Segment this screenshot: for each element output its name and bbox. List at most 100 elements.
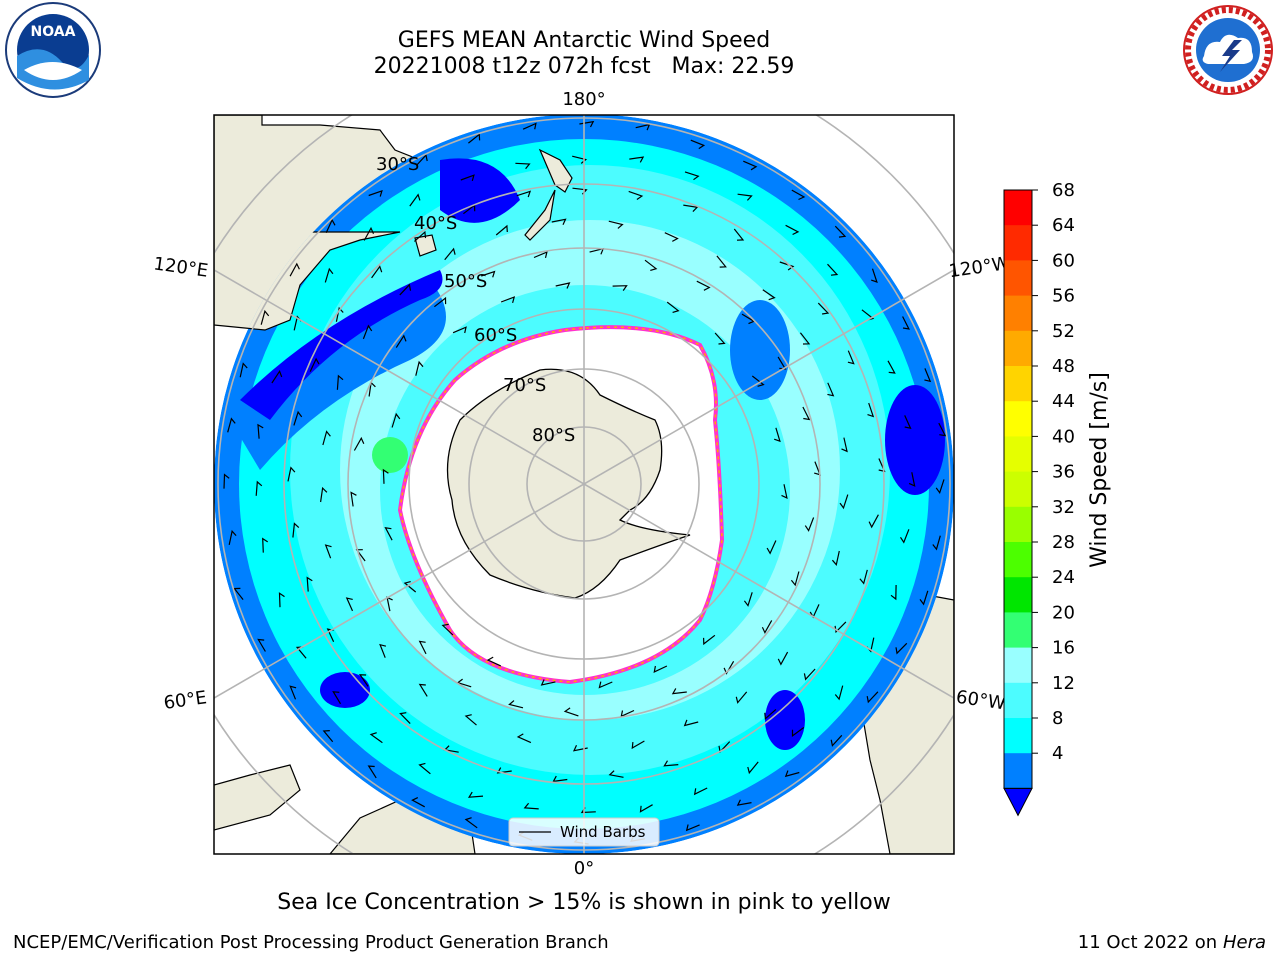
colorbar-tick-label: 28 bbox=[1052, 532, 1075, 553]
colorbar-label: Wind Speed [m/s] bbox=[1087, 372, 1112, 568]
wind-barb bbox=[932, 535, 941, 551]
lat-label-80s: 80°S bbox=[532, 425, 575, 446]
wind-barb bbox=[612, 285, 628, 291]
wind-barb bbox=[533, 251, 548, 259]
wind-barb bbox=[716, 255, 727, 268]
wind-barb bbox=[464, 817, 478, 829]
wind-barb bbox=[779, 261, 795, 271]
wind-barb bbox=[802, 406, 811, 421]
wind-barb bbox=[324, 544, 332, 559]
lon-label-120e: 120°E bbox=[152, 253, 209, 281]
wind-barb bbox=[644, 259, 658, 271]
wind-barb bbox=[434, 296, 447, 308]
wind-barb bbox=[409, 193, 421, 207]
wind-barb bbox=[743, 592, 753, 607]
wind-barb bbox=[345, 597, 354, 612]
wind-barb bbox=[399, 712, 411, 725]
wind-barb bbox=[777, 356, 787, 370]
colorbar-swatch bbox=[1004, 436, 1032, 473]
wind-barb bbox=[781, 484, 788, 499]
wind-barb bbox=[255, 480, 263, 496]
wind-barb bbox=[919, 590, 929, 606]
wind-barb bbox=[271, 369, 283, 384]
wind-barb bbox=[803, 668, 816, 681]
wind-barb bbox=[306, 576, 313, 592]
wind-barb bbox=[751, 375, 765, 387]
wind-barb bbox=[859, 569, 868, 585]
wind-barb bbox=[358, 674, 369, 687]
colorbar-swatch bbox=[1004, 260, 1032, 297]
wind-barb bbox=[371, 265, 383, 279]
wind-barb bbox=[369, 732, 383, 744]
lat-label-70s: 70°S bbox=[503, 375, 546, 396]
wind-barb bbox=[871, 268, 878, 283]
wind-barb bbox=[839, 494, 849, 510]
wind-barb bbox=[495, 224, 508, 236]
wind-barb bbox=[908, 472, 916, 487]
wind-barb bbox=[785, 224, 800, 236]
generation-date: 11 Oct 2022 on Hera bbox=[1078, 932, 1266, 953]
wind-barb bbox=[663, 760, 679, 767]
colorbar-tick-label: 12 bbox=[1052, 673, 1075, 694]
wind-barb bbox=[628, 190, 644, 200]
colorbar-tick-label: 68 bbox=[1052, 180, 1075, 201]
wind-barb bbox=[817, 302, 830, 315]
colorbar-frame bbox=[1003, 189, 1033, 789]
wind-barb bbox=[683, 719, 699, 727]
wind-barb bbox=[799, 332, 811, 345]
wind-barb bbox=[233, 587, 244, 600]
colorbar-tick-label: 32 bbox=[1052, 497, 1075, 518]
lon-label-180: 180° bbox=[562, 89, 605, 110]
wind-barb bbox=[540, 679, 556, 686]
colorbar-swatch bbox=[1004, 471, 1032, 508]
wind-barb bbox=[935, 479, 945, 495]
wind-barb bbox=[804, 517, 815, 532]
wind-barb bbox=[777, 651, 789, 666]
wind-barb bbox=[743, 160, 758, 171]
wind-barb bbox=[847, 350, 855, 365]
colorbar-tick-label: 64 bbox=[1052, 215, 1075, 236]
wind-barb bbox=[551, 218, 567, 225]
wind-barb bbox=[723, 660, 735, 675]
lon-label-60w: 60°W bbox=[955, 687, 1007, 715]
wind-barb bbox=[924, 368, 932, 383]
wind-barb bbox=[418, 640, 427, 655]
colorbar-swatch bbox=[1004, 753, 1032, 789]
lon-label-0: 0° bbox=[574, 858, 594, 879]
colorbar-tick-label: 20 bbox=[1052, 602, 1075, 623]
lat-label-30s: 30°S bbox=[376, 154, 419, 175]
wind-barb bbox=[830, 734, 843, 747]
wind-barb bbox=[367, 765, 377, 779]
colorbar-swatch bbox=[1004, 542, 1032, 578]
wind-barb bbox=[395, 334, 407, 348]
colorbar-swatch bbox=[1004, 682, 1032, 719]
wind-barb bbox=[227, 417, 236, 433]
wind-barb bbox=[418, 683, 428, 697]
wind-barb bbox=[653, 665, 668, 673]
producer-credit: NCEP/EMC/Verification Post Processing Pr… bbox=[13, 932, 609, 953]
wind-barb bbox=[391, 412, 401, 428]
colorbar-tick-label: 40 bbox=[1052, 426, 1075, 447]
wind-barb bbox=[868, 514, 879, 529]
colorbar-tick-label: 24 bbox=[1052, 567, 1075, 588]
wind-barb bbox=[904, 415, 912, 430]
colorbar-tick-label: 36 bbox=[1052, 462, 1075, 483]
wind-barb bbox=[289, 685, 297, 700]
map-frame bbox=[213, 114, 955, 855]
nws-logo bbox=[1183, 5, 1273, 95]
wind-barb bbox=[260, 309, 270, 325]
wind-barb bbox=[774, 427, 781, 443]
wind-barb bbox=[834, 225, 847, 238]
colorbar-swatch bbox=[1004, 506, 1032, 543]
wind-barb bbox=[639, 804, 653, 813]
wind-barb bbox=[481, 270, 496, 278]
lat-label-60s: 60°S bbox=[474, 325, 517, 346]
wind-barb bbox=[733, 228, 745, 241]
colorbar-swatch bbox=[1004, 612, 1032, 649]
wind-barb bbox=[332, 691, 342, 705]
wind-barb bbox=[223, 473, 230, 489]
tasmania-landmass bbox=[414, 234, 437, 257]
wind-barb bbox=[496, 767, 512, 774]
colorbar-under-extension bbox=[1003, 787, 1033, 817]
